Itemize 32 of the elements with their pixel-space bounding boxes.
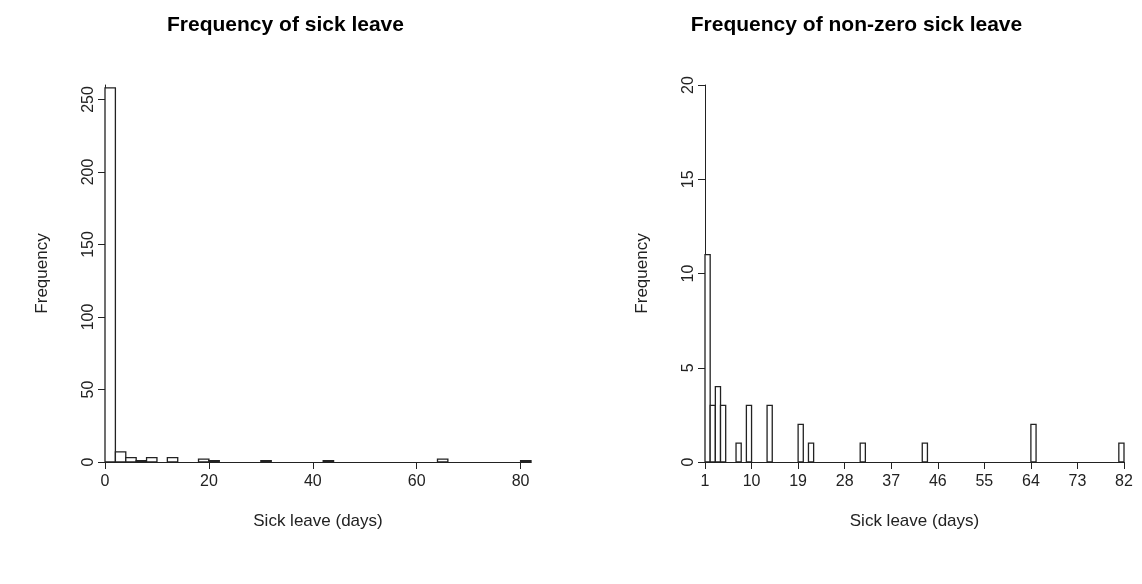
- y-axis-title: Frequency: [632, 232, 651, 314]
- x-tick-label: 46: [928, 471, 947, 489]
- x-tick-label: 55: [975, 471, 994, 489]
- x-tick-label: 20: [200, 471, 218, 489]
- x-tick-label: 64: [1021, 471, 1040, 489]
- y-tick-label: 150: [78, 231, 96, 258]
- y-tick-label: 200: [78, 158, 96, 186]
- x-tick-label: 10: [742, 471, 761, 489]
- x-tick-label: 37: [882, 471, 901, 489]
- x-tick-label: 28: [835, 471, 854, 489]
- y-tick-label: 0: [678, 457, 696, 467]
- y-tick-label: 100: [78, 303, 96, 331]
- y-tick-label: 5: [678, 363, 696, 373]
- y-tick-label: 0: [78, 457, 96, 467]
- x-tick-label: 60: [407, 471, 426, 489]
- y-tick-label: 50: [78, 380, 96, 399]
- x-tick-label: 80: [511, 471, 530, 489]
- x-tick-label: 0: [100, 471, 110, 489]
- x-axis-title: Sick leave (days): [253, 511, 383, 530]
- y-tick-label: 250: [78, 86, 96, 113]
- y-axis-title: Frequency: [32, 232, 51, 314]
- chart-title: Frequency of non-zero sick leave: [690, 12, 1023, 35]
- y-tick-label: 20: [678, 76, 696, 94]
- y-tick-label: 10: [678, 264, 696, 283]
- x-tick-label: 19: [789, 471, 808, 489]
- chart-title: Frequency of sick leave: [167, 12, 404, 35]
- x-axis-title: Sick leave (days): [849, 511, 980, 530]
- x-tick-label: 73: [1068, 471, 1087, 489]
- x-tick-label: 40: [303, 471, 322, 489]
- x-tick-label: 82: [1115, 471, 1133, 489]
- x-tick-label: 1: [700, 471, 710, 489]
- y-tick-label: 15: [678, 170, 696, 189]
